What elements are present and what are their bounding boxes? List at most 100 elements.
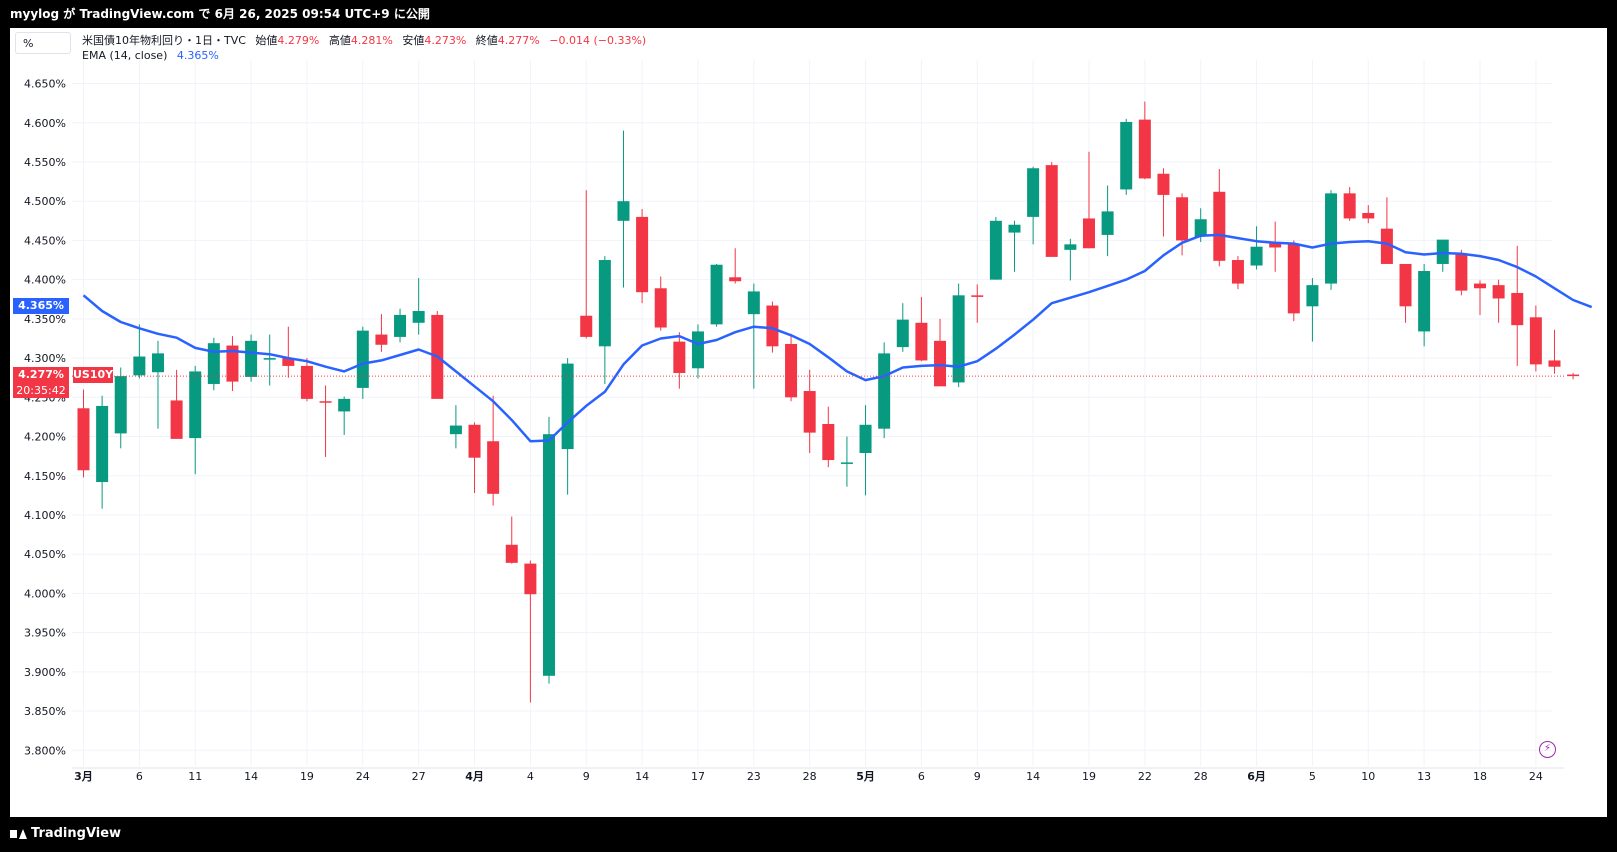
candle-body[interactable]	[300, 365, 313, 399]
candle-body[interactable]	[189, 371, 202, 439]
candle-body[interactable]	[710, 264, 723, 325]
candle-body[interactable]	[1325, 193, 1338, 284]
candle-body[interactable]	[598, 260, 611, 347]
candle-body[interactable]	[263, 358, 276, 360]
y-tick-label: 4.500%	[24, 195, 66, 208]
candle-body[interactable]	[896, 319, 909, 348]
candle-body[interactable]	[1231, 260, 1244, 284]
candle-body[interactable]	[878, 353, 891, 429]
candle-body[interactable]	[617, 201, 630, 221]
candle-body[interactable]	[1008, 224, 1021, 233]
unit-selector[interactable]: %	[15, 32, 71, 54]
candle-body[interactable]	[691, 331, 704, 369]
candle-body[interactable]	[934, 340, 947, 387]
candle-body[interactable]	[1213, 191, 1226, 261]
candle-body[interactable]	[561, 363, 574, 450]
candle-body[interactable]	[1399, 263, 1412, 307]
candle-body[interactable]	[1343, 193, 1356, 219]
candle-body[interactable]	[1380, 228, 1393, 264]
candle-body[interactable]	[77, 408, 90, 471]
candle-body[interactable]	[1511, 292, 1524, 326]
ema-line[interactable]	[82, 233, 1593, 443]
candle-body[interactable]	[636, 216, 649, 293]
candle-body[interactable]	[1567, 374, 1580, 377]
candle-body[interactable]	[1082, 218, 1095, 249]
candle-body[interactable]	[822, 423, 835, 461]
chart-panel[interactable]: 3.800% 3.850% 3.900% 3.950% 4.000% 4.050% 4.10…	[10, 28, 1607, 817]
x-tick-label: 19	[1082, 770, 1096, 783]
candle-body[interactable]	[915, 322, 928, 361]
candle-body[interactable]	[338, 398, 351, 412]
candle-body[interactable]	[729, 277, 742, 282]
symbol-tag: US10Y	[73, 367, 114, 383]
candle-body[interactable]	[1194, 219, 1207, 237]
legend-change: −0.014 (−0.33%)	[549, 34, 647, 47]
candle-body[interactable]	[1269, 241, 1282, 248]
candle-body[interactable]	[170, 400, 183, 439]
candle-body[interactable]	[803, 391, 816, 433]
candle-body[interactable]	[859, 424, 872, 454]
candle-body[interactable]	[1474, 283, 1486, 289]
candle-body[interactable]	[207, 343, 220, 384]
candle-body[interactable]	[151, 353, 164, 373]
price-chart[interactable]: 3.800% 3.850% 3.900% 3.950% 4.000% 4.050% 4.10…	[10, 28, 1607, 817]
tradingview-logo-icon	[10, 828, 27, 839]
candle-body[interactable]	[1045, 165, 1058, 257]
candle-body[interactable]	[1120, 121, 1133, 190]
candle-body[interactable]	[1362, 212, 1375, 219]
candle-body[interactable]	[840, 462, 853, 464]
candle-body[interactable]	[1418, 271, 1431, 332]
legend-ohlc-row[interactable]: 米国債10年物利回り・1日・TVC 始値4.279% 高値4.281% 安値4.…	[82, 33, 646, 48]
candle-body[interactable]	[412, 311, 425, 323]
candle-body[interactable]	[1027, 168, 1040, 217]
candle-body[interactable]	[245, 340, 258, 377]
candle-body[interactable]	[505, 544, 518, 563]
candle-body[interactable]	[1492, 285, 1505, 299]
legend-ema-row[interactable]: EMA (14, close) 4.365%	[82, 48, 646, 63]
candle-body[interactable]	[319, 401, 332, 403]
candle-body[interactable]	[1455, 254, 1468, 291]
candle-body[interactable]	[543, 434, 555, 676]
y-tick-label: 4.150%	[24, 470, 66, 483]
candle-body[interactable]	[1138, 119, 1151, 179]
y-tick-label: 4.200%	[24, 431, 66, 444]
x-tick-label: 4	[527, 770, 534, 783]
candle-body[interactable]	[1176, 197, 1189, 241]
candle-body[interactable]	[1287, 243, 1300, 314]
x-tick-label: 28	[803, 770, 817, 783]
candle-body[interactable]	[747, 291, 760, 315]
candle-body[interactable]	[1548, 360, 1561, 367]
candle-body[interactable]	[282, 358, 295, 366]
candle-body[interactable]	[1101, 211, 1114, 235]
candle-body[interactable]	[356, 330, 369, 388]
candle-body[interactable]	[1157, 173, 1170, 195]
candle-body[interactable]	[1306, 285, 1319, 307]
candle-body[interactable]	[487, 441, 500, 494]
candle-body[interactable]	[1529, 317, 1542, 365]
candle-body[interactable]	[394, 314, 407, 337]
candle-body[interactable]	[449, 425, 462, 435]
tradingview-logo[interactable]: TradingView	[10, 817, 121, 850]
candle-body[interactable]	[989, 220, 1002, 280]
legend-symbol: 米国債10年物利回り・1日・TVC	[82, 34, 246, 47]
legend-low-value: 4.273%	[424, 34, 467, 47]
candle-body[interactable]	[468, 424, 481, 458]
candle-body[interactable]	[226, 345, 239, 382]
candle-body[interactable]	[971, 295, 984, 297]
candle-body[interactable]	[524, 563, 537, 595]
candle-body[interactable]	[673, 341, 686, 373]
candle-body[interactable]	[114, 376, 127, 434]
lightning-icon[interactable]: ⚡	[1539, 741, 1556, 758]
candle-body[interactable]	[952, 295, 965, 383]
candle-body[interactable]	[654, 288, 667, 328]
candle-body[interactable]	[1064, 244, 1077, 250]
candle-body[interactable]	[96, 405, 109, 483]
candle-body[interactable]	[375, 334, 388, 345]
candle-body[interactable]	[580, 315, 593, 337]
y-tick-label: 4.550%	[24, 156, 66, 169]
candle-body[interactable]	[785, 343, 798, 398]
candle-body[interactable]	[1250, 246, 1263, 266]
candle-body[interactable]	[133, 356, 146, 376]
candle-body[interactable]	[766, 305, 779, 347]
x-tick-label: 14	[635, 770, 649, 783]
